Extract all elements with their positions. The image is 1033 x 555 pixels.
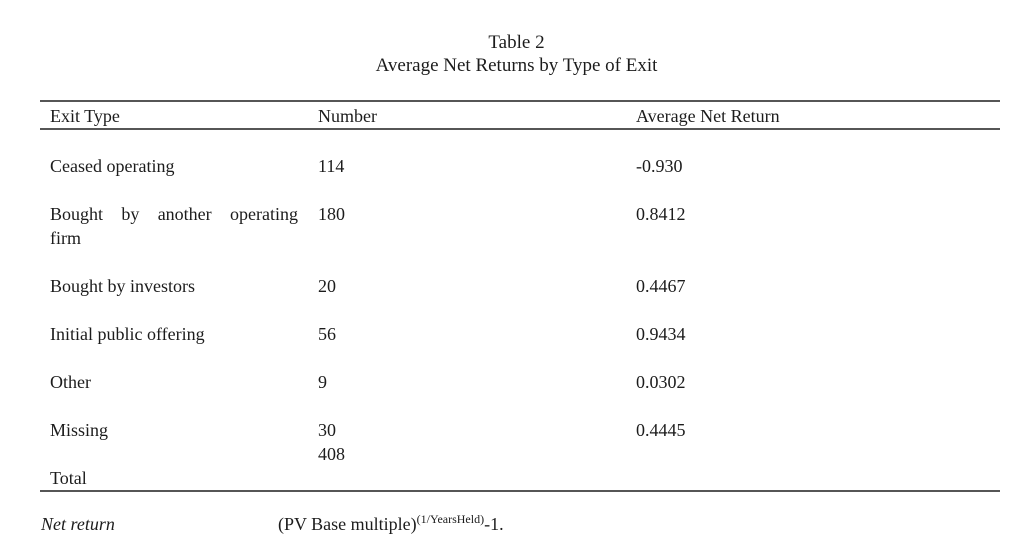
table-header-row: Exit Type Number Average Net Return [40,102,1000,130]
col-header-exit-type: Exit Type [50,106,120,126]
cell-avg-net-return: 0.9434 [636,324,686,344]
exit-returns-table: Exit Type Number Average Net Return Ceas… [40,100,1000,492]
table-number-heading: Table 2 [488,32,545,53]
table-row-bought-by-investors: Bought by investors 20 0.4467 [40,250,1000,298]
cell-number: 56 [318,324,336,344]
table-row-total: Total 408 [40,442,1000,490]
cell-exit-type-line2: firm [50,228,81,248]
cell-exit-type: Other [50,372,91,392]
cell-avg-net-return: 0.4445 [636,420,686,440]
table-caption: Average Net Returns by Type of Exit [375,55,658,76]
cell-avg-net-return: 0.8412 [636,204,686,224]
cell-exit-type: Total [50,468,87,488]
formula-suffix: -1. [484,514,504,534]
cell-avg-net-return: 0.0302 [636,372,686,392]
cell-avg-net-return: 0.4467 [636,276,686,296]
col-header-number: Number [318,106,377,126]
table-row-other: Other 9 0.0302 [40,346,1000,394]
footnote-term: Net return [41,514,115,534]
formula-base: (PV Base multiple) [278,514,417,534]
col-header-average-net-return: Average Net Return [636,106,780,126]
cell-number: 408 [318,444,345,464]
net-return-footnote: Net return (PV Base multiple)(1/YearsHeld… [41,512,1001,536]
table-row-ceased-operating: Ceased operating 114 -0.930 [40,130,1000,178]
cell-exit-type: Missing [50,420,109,440]
table-row-missing: Missing 30 0.4445 [40,394,1000,442]
cell-avg-net-return: -0.930 [636,156,683,176]
cell-exit-type-line1: Bought by another operating [50,204,298,224]
table-row-bought-by-operating-firm: Bought by another operating firm 180 0.8… [40,178,1000,250]
cell-exit-type: Ceased operating [50,156,175,176]
cell-number: 180 [318,204,345,224]
cell-number: 20 [318,276,336,296]
cell-exit-type: Bought by another operating firm [40,202,308,250]
cell-number: 114 [318,156,345,176]
cell-number: 30 [318,420,336,440]
cell-number: 9 [318,372,327,392]
cell-exit-type: Bought by investors [50,276,196,296]
table-row-initial-public-offering: Initial public offering 56 0.9434 [40,298,1000,346]
cell-exit-type: Initial public offering [50,324,205,344]
footnote-formula: (PV Base multiple)(1/YearsHeld)-1. [278,512,504,534]
table-title-block: Table 2 Average Net Returns by Type of E… [0,31,1033,77]
formula-exponent: (1/YearsHeld) [416,512,485,526]
